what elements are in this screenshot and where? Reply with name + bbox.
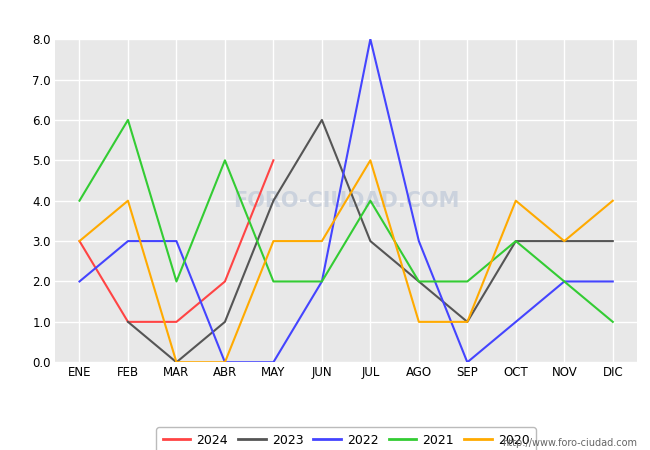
Text: http://www.foro-ciudad.com: http://www.foro-ciudad.com [502,438,637,448]
Legend: 2024, 2023, 2022, 2021, 2020: 2024, 2023, 2022, 2021, 2020 [157,428,536,450]
Text: Matriculaciones de Vehiculos en Arcos: Matriculaciones de Vehiculos en Arcos [153,9,497,27]
Text: FORO-CIUDAD.COM: FORO-CIUDAD.COM [233,191,460,211]
